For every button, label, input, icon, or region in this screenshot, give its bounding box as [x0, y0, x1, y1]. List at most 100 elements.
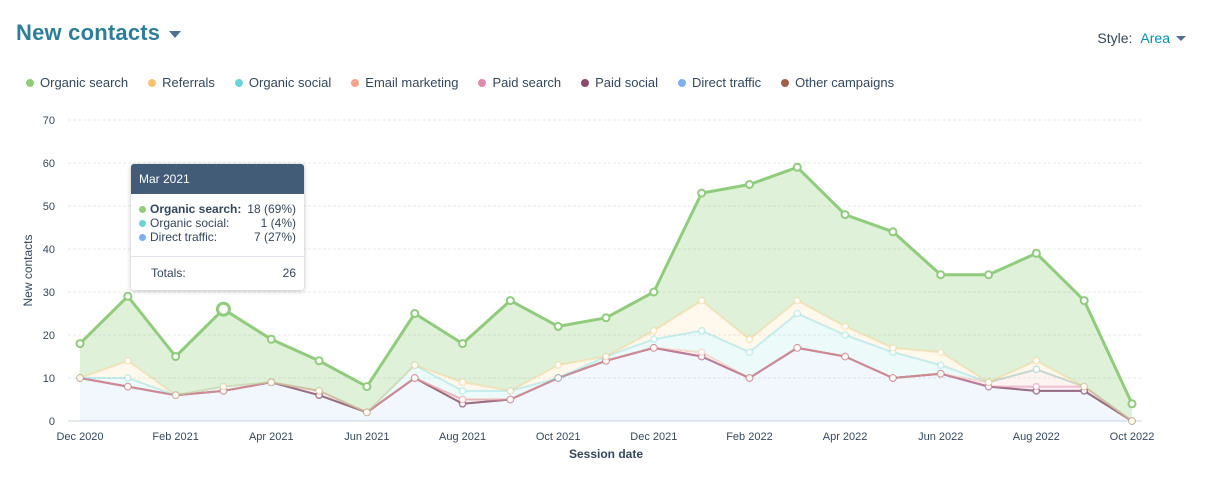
point-organic-search — [1079, 296, 1089, 306]
y-tick-label: 20 — [43, 330, 55, 342]
point-referrals — [267, 378, 276, 387]
x-tick-label: Jun 2022 — [918, 431, 963, 443]
y-axis-title: New contacts — [21, 234, 35, 306]
legend-dot-icon — [781, 78, 790, 87]
y-tick-label: 60 — [43, 158, 55, 170]
x-tick-label: Jun 2021 — [344, 431, 389, 443]
point-organic-search — [266, 334, 276, 344]
legend-label: Direct traffic — [692, 75, 762, 90]
x-axis-title: Session date — [569, 447, 643, 461]
point-referrals — [1080, 382, 1088, 391]
area-organic-social — [80, 313, 1132, 421]
report-title-dropdown[interactable]: New contacts — [16, 20, 182, 46]
point-referrals — [124, 357, 132, 365]
tooltip-row: Direct traffic: 7 (27%) — [139, 230, 296, 244]
style-chevron-down-icon[interactable] — [1176, 35, 1186, 41]
x-tick-label: Oct 2022 — [1110, 431, 1155, 443]
point-email-marketing — [841, 352, 849, 361]
legend-dot-icon — [478, 78, 487, 87]
point-email-marketing — [410, 374, 419, 382]
point-referrals — [697, 296, 706, 305]
tooltip-row-value: 1 (4%) — [260, 216, 296, 230]
style-value[interactable]: Area — [1140, 30, 1170, 46]
tooltip-title: Mar 2021 — [131, 164, 304, 194]
x-tick-label: Apr 2021 — [249, 431, 294, 443]
point-organic-search — [505, 296, 515, 306]
point-referrals — [602, 352, 610, 361]
legend-label: Other campaigns — [795, 75, 895, 90]
point-organic-search — [649, 287, 659, 297]
point-email-marketing — [506, 395, 515, 404]
point-referrals — [936, 348, 945, 356]
legend-item-paid-search[interactable]: Paid search — [478, 75, 561, 90]
legend-item-organic-social[interactable]: Organic social — [234, 75, 332, 90]
tooltip-row-name: Direct traffic: — [150, 230, 218, 244]
legend-label: Referrals — [162, 75, 215, 90]
point-referrals — [554, 361, 562, 369]
legend-label: Paid search — [492, 75, 562, 90]
chart-tooltip: Mar 2021 Organic search: 18 (69%) Organic … — [131, 164, 304, 290]
point-organic-social — [936, 361, 945, 369]
point-organic-social — [554, 374, 562, 382]
point-email-marketing — [458, 395, 467, 404]
x-tick-label: Aug 2022 — [1013, 431, 1060, 443]
point-email-marketing — [745, 374, 754, 382]
tooltip-row-name: Organic search: — [150, 202, 242, 216]
point-email-marketing — [889, 374, 897, 382]
point-organic-social — [458, 387, 467, 395]
point-organic-social — [650, 335, 658, 344]
point-organic-social — [697, 326, 706, 335]
chart-points — [75, 162, 1137, 425]
point-email-marketing — [793, 344, 802, 352]
point-organic-search — [936, 270, 946, 280]
report-title: New contacts — [16, 20, 161, 45]
point-organic-search — [840, 210, 850, 220]
legend-item-paid-social[interactable]: Paid social — [581, 75, 658, 90]
y-axis-ticks: 0 10 20 30 40 50 60 70 — [43, 115, 55, 428]
legend-label: Organic social — [248, 75, 332, 90]
point-organic-social — [124, 374, 132, 382]
legend-item-direct-traffic[interactable]: Direct traffic — [678, 75, 761, 90]
point-referrals — [219, 382, 228, 391]
point-email-marketing — [936, 369, 945, 378]
chart-legend: Organic search Referrals Organic social Ema… — [26, 75, 914, 90]
point-referrals — [793, 296, 802, 305]
point-organic-social — [745, 348, 754, 356]
point-paid-search — [1032, 382, 1041, 391]
point-organic-search — [888, 227, 898, 237]
point-organic-search — [410, 309, 420, 318]
tooltip-body: Organic search: 18 (69%) Organic social: 1 … — [131, 194, 304, 248]
legend-item-referrals[interactable]: Referrals — [148, 75, 215, 90]
point-organic-search — [123, 291, 133, 301]
point-organic-search — [744, 180, 754, 189]
tooltip-totals: Totals: 26 — [131, 257, 304, 290]
x-axis-ticks: Dec 2020 Feb 2021 Apr 2021 Jun 2021 Aug 2021… — [56, 431, 1154, 443]
legend-item-email-marketing[interactable]: Email marketing — [351, 75, 458, 90]
legend-label: Email marketing — [365, 75, 459, 90]
legend-dot-icon — [351, 78, 360, 87]
legend-dot-icon — [148, 78, 157, 87]
point-referrals — [315, 387, 323, 395]
point-referrals — [1128, 417, 1136, 425]
point-referrals — [458, 378, 467, 387]
legend-dot-icon — [234, 78, 243, 87]
point-organic-search — [1127, 399, 1137, 409]
point-referrals — [650, 326, 658, 335]
y-tick-label: 40 — [43, 244, 55, 256]
point-referrals — [363, 408, 371, 417]
point-organic-search — [75, 339, 85, 349]
x-tick-label: Feb 2021 — [152, 431, 198, 443]
chevron-down-icon[interactable] — [169, 30, 182, 38]
tooltip-row: Organic social: 1 (4%) — [139, 216, 296, 230]
legend-label: Organic search — [40, 75, 129, 90]
point-referrals — [841, 322, 849, 331]
style-selector[interactable]: Style: Area — [1097, 30, 1186, 46]
x-tick-label: Dec 2021 — [630, 431, 677, 443]
legend-item-other-campaigns[interactable]: Other campaigns — [781, 75, 894, 90]
y-tick-label: 70 — [43, 115, 55, 127]
hovered-point — [215, 301, 231, 317]
style-label: Style: — [1097, 30, 1133, 46]
legend-item-organic-search[interactable]: Organic search — [26, 75, 128, 90]
x-tick-label: Oct 2021 — [536, 431, 581, 443]
point-organic-search — [362, 382, 372, 392]
